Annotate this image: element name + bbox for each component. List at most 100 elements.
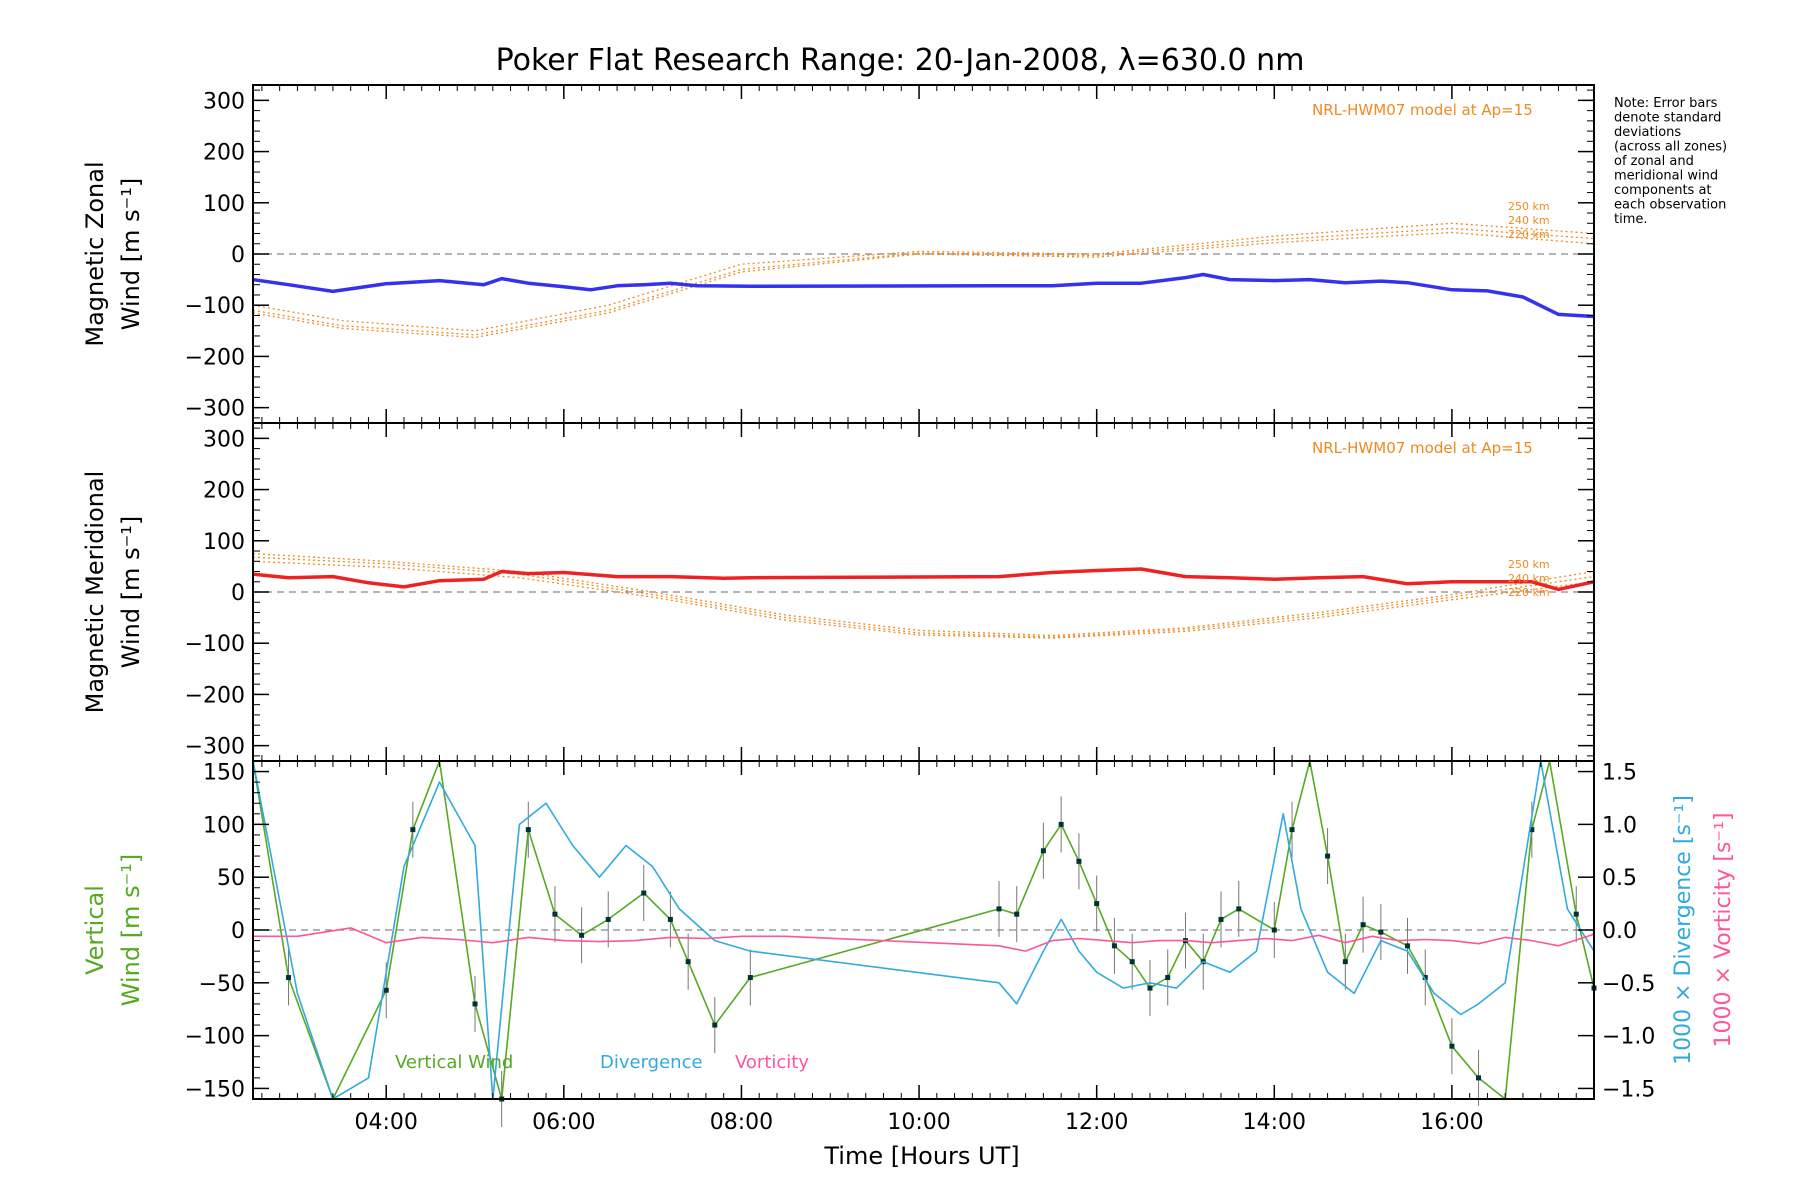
note-line: time.	[1614, 212, 1648, 227]
data-point	[1405, 943, 1411, 949]
x-tick-label: 14:00	[1243, 1110, 1306, 1135]
data-point	[1076, 858, 1082, 864]
y-right-tick-label: −1.0	[1602, 1025, 1655, 1050]
y-axis-label: Vertical	[81, 885, 109, 975]
note-line: denote standard	[1614, 111, 1721, 126]
y-tick-label: −200	[185, 683, 245, 708]
legend-entry: Vorticity	[735, 1052, 809, 1073]
model-altitude-label: 250 km	[1508, 558, 1550, 571]
series-line-meridional	[252, 567, 1595, 592]
legend-entry: Divergence	[600, 1052, 703, 1073]
note-line: each observation	[1614, 198, 1726, 213]
data-point	[712, 1022, 718, 1028]
y-tick-label: 100	[203, 813, 245, 838]
y-tick-label: −300	[185, 735, 245, 760]
note-line: Note: Error bars	[1614, 96, 1718, 111]
model-curve-1	[252, 227, 1595, 336]
y-tick-label: −150	[185, 1077, 245, 1102]
data-point	[747, 975, 753, 981]
data-point	[579, 932, 585, 938]
data-point	[1342, 959, 1348, 965]
model-label: NRL-HWM07 model at Ap=15	[1312, 101, 1533, 119]
data-point	[1147, 985, 1153, 991]
y-tick-label: −300	[185, 397, 245, 422]
data-point	[685, 959, 691, 965]
series-line-vorticity	[253, 927, 1595, 952]
chart-title: Poker Flat Research Range: 20-Jan-2008, …	[496, 43, 1305, 78]
y-right-tick-label: −0.5	[1602, 972, 1655, 997]
panel-vertical: 150 100 50 0 −50 −100 −150 1.5 1.0 0.5 0.0 −0.5 −1.0…	[81, 760, 1736, 1135]
panels: 300 200 100 0 −100 −200 −300 Magnetic Zonal Wind…	[81, 84, 1736, 1135]
data-point	[1476, 1075, 1482, 1081]
data-point	[605, 916, 611, 922]
model-curve-2	[252, 560, 1595, 639]
data-point	[525, 827, 531, 833]
x-tick-label: 08:00	[710, 1110, 773, 1135]
y-tick-label: −100	[185, 1025, 245, 1050]
data-point	[641, 890, 647, 896]
note-line: (across all zones)	[1614, 140, 1727, 155]
x-axis-label: Time [Hours UT]	[823, 1142, 1019, 1170]
data-point	[1014, 911, 1020, 917]
note-line: deviations	[1614, 125, 1681, 140]
y-tick-label: 200	[203, 141, 245, 166]
y-tick-label: 0	[231, 581, 245, 606]
data-point	[552, 911, 558, 917]
y-tick-label: −200	[185, 345, 245, 370]
y-right-tick-label: −1.5	[1602, 1077, 1655, 1102]
note-line: components at	[1614, 183, 1712, 198]
y-tick-label: 0	[231, 243, 245, 268]
data-point	[410, 827, 416, 833]
data-point	[1236, 906, 1242, 912]
data-point	[1129, 959, 1135, 965]
x-tick-label: 12:00	[1065, 1110, 1128, 1135]
y-axis-label: Wind [m s⁻¹]	[117, 516, 145, 668]
series-line-vertical-wind	[252, 760, 1595, 1100]
y-right-tick-label: 1.0	[1602, 813, 1637, 838]
data-point	[286, 975, 292, 981]
data-point	[996, 906, 1002, 912]
model-curve-0	[252, 552, 1595, 637]
y-tick-label: 150	[203, 761, 245, 786]
x-tick-label: 16:00	[1420, 1110, 1483, 1135]
x-tick-label: 04:00	[355, 1110, 418, 1135]
x-tick-label: 10:00	[887, 1110, 950, 1135]
y-right-tick-label: 0.0	[1602, 919, 1637, 944]
model-label: NRL-HWM07 model at Ap=15	[1312, 439, 1533, 457]
data-point	[1360, 922, 1366, 928]
y-axis-label: Wind [m s⁻¹]	[117, 178, 145, 330]
data-point	[1422, 975, 1428, 981]
panel-zonal: 300 200 100 0 −100 −200 −300 Magnetic Zonal Wind…	[81, 84, 1595, 424]
model-altitude-label: 250 km	[1508, 200, 1550, 213]
data-point	[1289, 827, 1295, 833]
y-axis-label: Magnetic Zonal	[81, 161, 109, 346]
model-curve-1	[252, 556, 1595, 638]
data-point	[1529, 827, 1535, 833]
data-point	[1573, 911, 1579, 917]
plot-frame	[252, 422, 1595, 762]
y-right-axis-label: 1000 × Vorticity [s⁻¹]	[1711, 813, 1736, 1048]
data-point	[1218, 916, 1224, 922]
data-point	[1449, 1043, 1455, 1049]
data-point	[383, 987, 389, 993]
data-point	[1325, 853, 1331, 859]
data-point	[1111, 943, 1117, 949]
model-curve-2	[252, 231, 1595, 339]
x-tick-label: 06:00	[532, 1110, 595, 1135]
y-tick-label: 300	[203, 427, 245, 452]
model-altitude-label: 220 km	[1508, 586, 1550, 599]
data-point	[1094, 901, 1100, 907]
data-point	[1040, 848, 1046, 854]
y-tick-label: −100	[185, 294, 245, 319]
note-line: meridional wind	[1614, 169, 1718, 184]
panel-meridional: 300 200 100 0 −100 −200 −300 Magnetic Meridiona…	[81, 422, 1595, 762]
y-tick-label: 0	[231, 919, 245, 944]
data-point	[1271, 927, 1277, 933]
y-tick-label: 300	[203, 89, 245, 114]
data-point	[1378, 929, 1384, 935]
data-point	[472, 1001, 478, 1007]
y-right-axis-label: 1000 × Divergence [s⁻¹]	[1671, 795, 1696, 1065]
y-right-tick-label: 1.5	[1602, 761, 1637, 786]
y-tick-label: 200	[203, 479, 245, 504]
